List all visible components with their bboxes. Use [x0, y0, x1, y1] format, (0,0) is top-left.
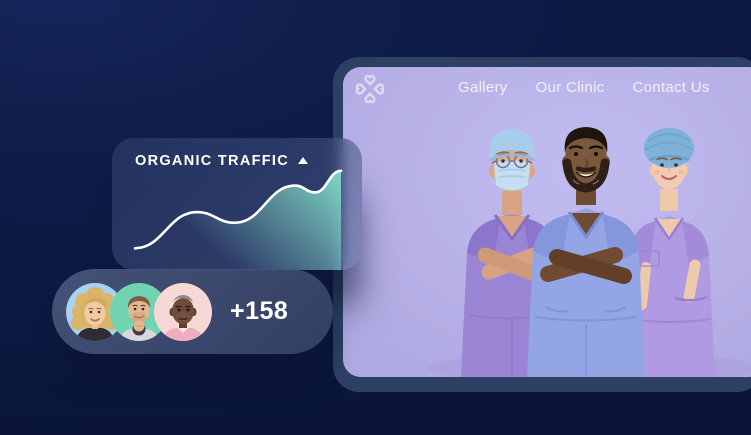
- browser-window: Gallery Our Clinic Contact Us: [333, 57, 751, 392]
- avatar-bearded-man-illustration: [110, 282, 168, 341]
- site-navbar: Gallery Our Clinic Contact Us: [343, 67, 751, 107]
- card-title: ORGANIC TRAFFIC: [135, 153, 290, 169]
- nav-link-gallery[interactable]: Gallery: [458, 79, 508, 96]
- new-visitors-count: +158: [230, 297, 289, 325]
- beard: [562, 158, 610, 193]
- avatar-senior-man: [154, 282, 212, 341]
- nav-link-our-clinic[interactable]: Our Clinic: [535, 79, 605, 96]
- doctor-center-figure: [527, 127, 645, 377]
- card-header: ORGANIC TRAFFIC: [135, 153, 309, 169]
- nav-link-contact-us[interactable]: Contact Us: [632, 79, 710, 96]
- nav-menu: Gallery Our Clinic Contact Us: [458, 79, 710, 96]
- new-visitors-pill: +158: [52, 269, 333, 354]
- organic-traffic-card: ORGANIC TRAFFIC: [112, 138, 362, 270]
- surgical-cap: [489, 129, 535, 160]
- medical-team-illustration: [343, 67, 751, 377]
- avatar-senior-man-illustration: [154, 282, 212, 341]
- traffic-sparkline-chart: [133, 169, 343, 270]
- avatar-bearded-man: [110, 282, 168, 341]
- chart-line: [133, 169, 343, 250]
- trend-up-arrow-icon[interactable]: [298, 157, 309, 164]
- chart-area-fill: [135, 170, 341, 270]
- clinic-hero-photo: [343, 67, 751, 377]
- clinic-site-content: Gallery Our Clinic Contact Us: [343, 67, 751, 377]
- clover-hearts-logo-icon[interactable]: [355, 74, 385, 104]
